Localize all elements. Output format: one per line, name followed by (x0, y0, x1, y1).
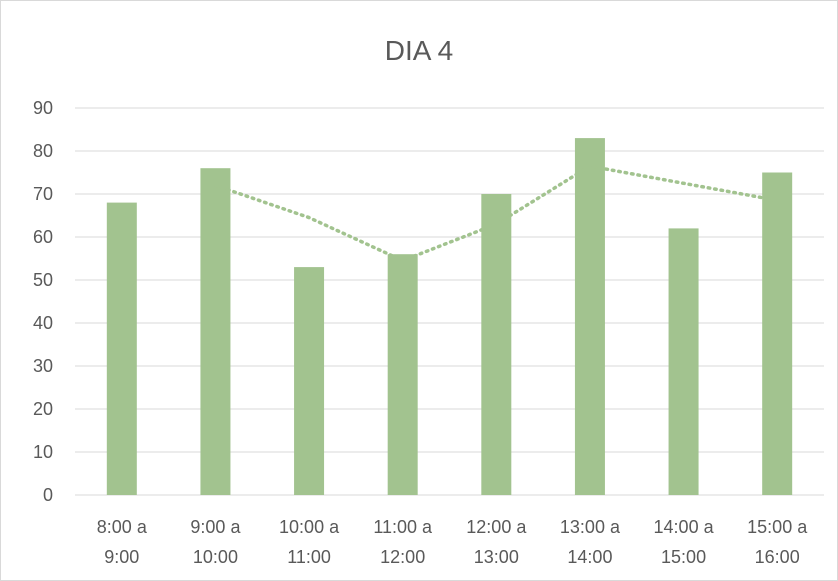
x-tick-label: 9:00 a 10:00 (190, 517, 241, 567)
bar (294, 267, 324, 495)
y-tick-label: 20 (33, 399, 53, 419)
y-tick-label: 50 (33, 270, 53, 290)
bar (107, 203, 137, 495)
x-tick-label: 8:00 a 9:00 (97, 517, 148, 567)
bar (481, 194, 511, 495)
x-tick-label: 10:00 a 11:00 (279, 517, 340, 567)
bar (575, 138, 605, 495)
bar (200, 168, 230, 495)
bar (762, 173, 792, 496)
x-tick-label: 14:00 a 15:00 (654, 517, 715, 567)
y-tick-label: 0 (43, 485, 53, 505)
y-tick-label: 30 (33, 356, 53, 376)
y-tick-label: 80 (33, 141, 53, 161)
y-tick-label: 60 (33, 227, 53, 247)
y-tick-label: 70 (33, 184, 53, 204)
y-tick-label: 10 (33, 442, 53, 462)
bar (388, 254, 418, 495)
y-tick-label: 40 (33, 313, 53, 333)
y-tick-label: 90 (33, 98, 53, 118)
x-tick-label: 15:00 a 16:00 (747, 517, 808, 567)
x-tick-label: 11:00 a 12:00 (373, 517, 433, 567)
x-tick-label: 12:00 a 13:00 (466, 517, 527, 567)
x-tick-label: 13:00 a 14:00 (560, 517, 621, 567)
bar (669, 228, 699, 495)
